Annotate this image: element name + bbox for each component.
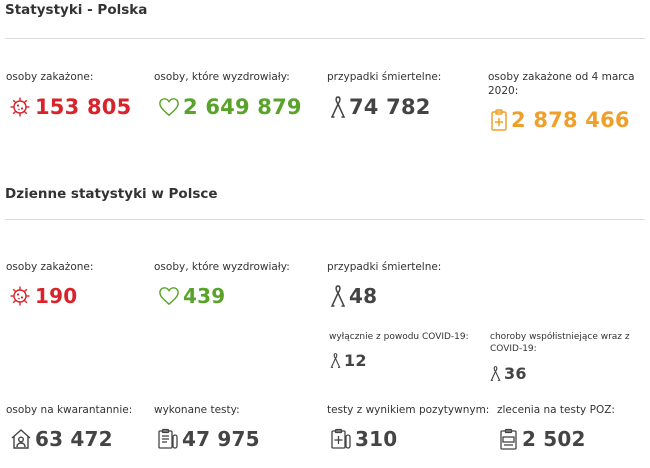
- poz-orders-value: 2 502: [522, 427, 586, 451]
- comorbid-stat: 36: [490, 364, 527, 383]
- covid-only-stat: 12: [330, 351, 367, 370]
- divider: [5, 38, 645, 39]
- virus-icon: [8, 95, 32, 119]
- quarantine-stat: 63 472: [10, 427, 113, 451]
- recovered-stat: 2 649 879: [158, 95, 302, 119]
- deaths-value: 74 782: [349, 95, 431, 119]
- house-person-icon: [10, 428, 32, 450]
- tests-label: wykonane testy:: [154, 404, 240, 416]
- clipboard-tube-icon: [157, 428, 179, 450]
- total-infected-value: 2 878 466: [511, 108, 630, 132]
- recovered-label: osoby, które wyzdrowiały:: [154, 71, 290, 83]
- divider: [5, 219, 645, 220]
- comorbid-value: 36: [504, 364, 527, 383]
- ribbon-icon: [330, 352, 341, 369]
- section-title-poland: Statystyki - Polska: [5, 2, 148, 18]
- virus-icon: [8, 284, 32, 308]
- daily-recovered-value: 439: [183, 284, 226, 308]
- daily-deaths-stat: 48: [330, 284, 377, 308]
- ribbon-icon: [490, 365, 501, 382]
- daily-infected-label: osoby zakażone:: [6, 261, 94, 273]
- ribbon-icon: [330, 284, 346, 308]
- poz-orders-label: zlecenia na testy POZ:: [497, 404, 615, 416]
- covid-only-label: wyłącznie z powodu COVID-19:: [329, 332, 469, 342]
- infected-value: 153 805: [35, 95, 132, 119]
- total-infected-stat: 2 878 466: [490, 108, 630, 132]
- daily-deaths-value: 48: [349, 284, 378, 308]
- positive-tests-stat: 310: [330, 427, 397, 451]
- positive-tests-label: testy z wynikiem pozytywnym:: [327, 404, 490, 416]
- deaths-stat: 74 782: [330, 95, 431, 119]
- clipboard-plus-tube-icon: [330, 428, 352, 450]
- covid-only-value: 12: [344, 351, 367, 370]
- daily-infected-stat: 190: [8, 284, 77, 308]
- poz-clipboard-icon: [499, 428, 519, 450]
- section-title-daily: Dzienne statystyki w Polsce: [5, 186, 218, 202]
- recovered-value: 2 649 879: [183, 95, 302, 119]
- total-infected-label: osoby zakażone od 4 marca 2020:: [488, 71, 635, 97]
- heart-icon: [158, 97, 180, 117]
- positive-tests-value: 310: [355, 427, 398, 451]
- poz-orders-stat: 2 502: [499, 427, 586, 451]
- ribbon-icon: [330, 95, 346, 119]
- infected-label: osoby zakażone:: [6, 71, 94, 83]
- clipboard-plus-icon: [490, 108, 508, 132]
- comorbid-label: choroby współistniejące wraz z COVID-19:: [490, 332, 630, 354]
- tests-stat: 47 975: [157, 427, 260, 451]
- heart-icon: [158, 286, 180, 306]
- daily-recovered-label: osoby, które wyzdrowiały:: [154, 261, 290, 273]
- daily-infected-value: 190: [35, 284, 78, 308]
- quarantine-label: osoby na kwarantannie:: [6, 404, 133, 416]
- daily-deaths-label: przypadki śmiertelne:: [327, 261, 442, 273]
- quarantine-value: 63 472: [35, 427, 113, 451]
- daily-recovered-stat: 439: [158, 284, 225, 308]
- tests-value: 47 975: [182, 427, 260, 451]
- deaths-label: przypadki śmiertelne:: [327, 71, 442, 83]
- infected-stat: 153 805: [8, 95, 131, 119]
